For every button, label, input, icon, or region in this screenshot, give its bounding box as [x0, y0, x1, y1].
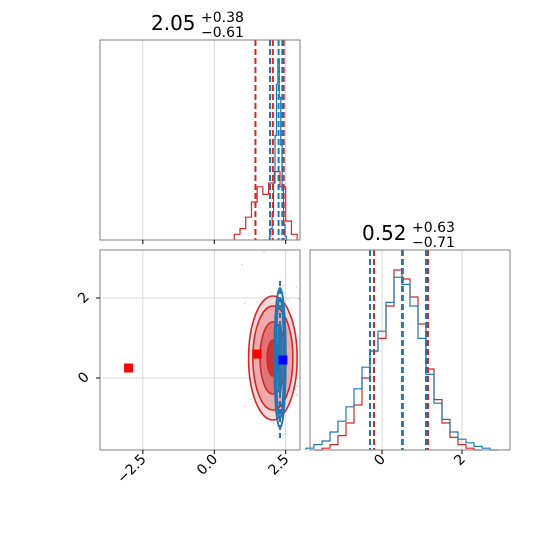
histogram-param-2-grid	[381, 250, 463, 450]
scatter-point	[255, 301, 258, 303]
marker-secondary	[278, 355, 288, 365]
histogram-param-1-grid	[142, 40, 287, 240]
scatter-point	[272, 422, 275, 425]
scatter-point	[241, 263, 243, 266]
x-tick-label-param-2: 2	[451, 452, 469, 470]
histogram-param-2-primary	[314, 269, 482, 451]
x-tick-label-param-1: 0.0	[194, 452, 221, 479]
histogram-param-1-primary	[233, 171, 298, 240]
joint-markers	[124, 349, 288, 373]
x-tick-label-param-1: −2.5	[114, 452, 149, 487]
scatter-point	[296, 384, 299, 387]
histogram-param-2-title-plus: +0.63	[412, 220, 455, 236]
scatter-point	[295, 286, 298, 288]
histogram-param-2-title-minus: −0.71	[412, 235, 455, 251]
marker-primary-far	[124, 363, 134, 373]
joint-contours	[247, 278, 298, 438]
scatter-point	[282, 291, 285, 294]
scatter-point	[287, 298, 289, 301]
histogram-param-1-quantiles	[254, 40, 285, 240]
histogram-param-2-quantiles	[369, 250, 429, 450]
scatter-point	[249, 398, 252, 401]
scatter-point	[284, 433, 286, 435]
histogram-param-1-title-plus: +0.38	[201, 10, 244, 26]
joint-frame	[99, 249, 301, 451]
histogram-param-1-frame	[99, 39, 301, 241]
scatter-point	[277, 436, 279, 438]
y-tick-label-param-2: 0	[75, 369, 93, 387]
histogram-param-1-title-value: 2.05	[151, 11, 196, 35]
histogram-param-1-title-minus: −0.61	[201, 25, 244, 41]
scatter-point	[295, 393, 298, 396]
histogram-param-1-series	[233, 58, 298, 240]
scatter-point	[243, 302, 246, 305]
joint-distribution-panel: −2.5 0.0 2.5 0 2	[75, 249, 301, 487]
histogram-param-1-panel: 2.05 +0.38 −0.61	[99, 10, 301, 244]
scatter-point	[263, 251, 265, 253]
histogram-param-1-ticks	[142, 240, 287, 244]
x-tick-label-param-2: 0	[371, 452, 389, 470]
scatter-point	[282, 285, 285, 287]
scatter-point	[298, 298, 300, 300]
histogram-param-2-frame	[309, 249, 511, 451]
marker-primary	[252, 349, 262, 359]
histogram-param-2-title-value: 0.52	[362, 221, 407, 245]
x-tick-label-param-1: 2.5	[265, 452, 292, 479]
scatter-point	[243, 405, 246, 408]
y-tick-label-param-2: 2	[75, 289, 93, 307]
